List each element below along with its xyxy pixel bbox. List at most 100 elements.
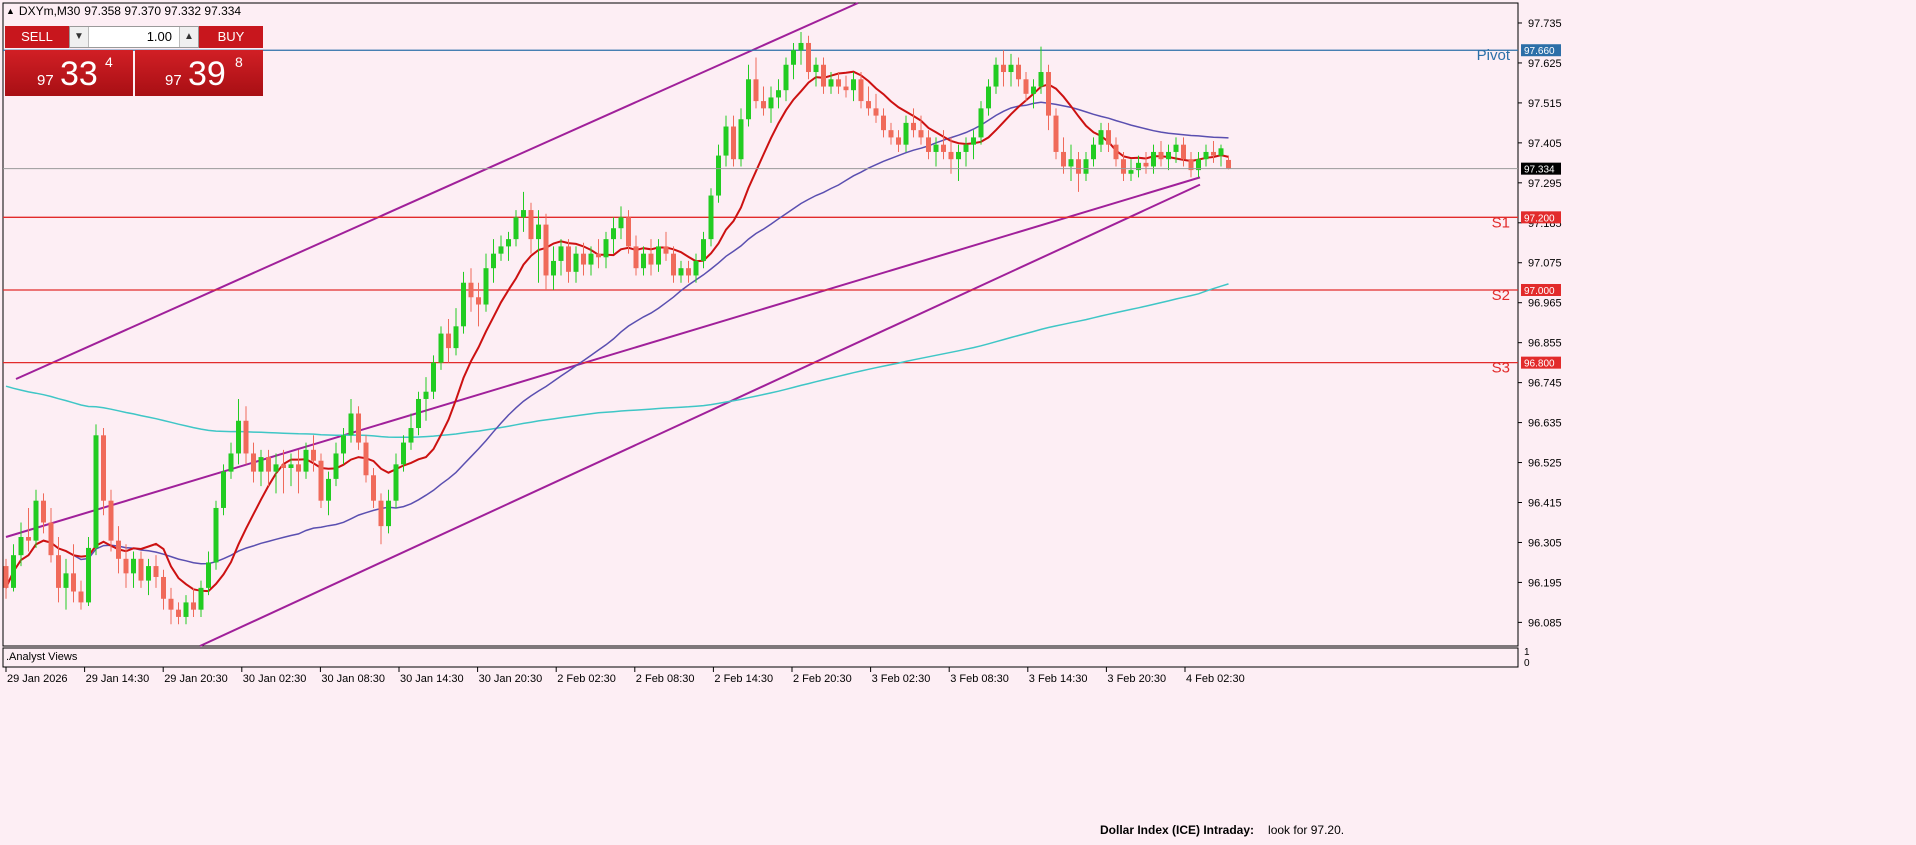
candle-body (1031, 86, 1036, 94)
channel-middle-line (5, 176, 1201, 538)
candle-body (408, 428, 414, 443)
current-price-tag-bg (1521, 162, 1561, 175)
candle-body (761, 101, 766, 109)
x-tick-label: 30 Jan 08:30 (321, 673, 385, 685)
candle-body (1091, 144, 1096, 160)
chevron-up-icon[interactable]: ▲ (179, 27, 198, 47)
buy-button[interactable]: BUY (199, 26, 263, 48)
symbol-ohlc: 97.358 97.370 97.332 97.334 (84, 4, 242, 18)
sell-price-display[interactable]: 97 33 4 (5, 50, 133, 96)
candle-body (251, 453, 256, 472)
level-price-tag: 97.660 (1524, 46, 1555, 57)
candle-body (78, 591, 84, 603)
candle-body (243, 420, 249, 454)
current-price-tag: 97.334 (1524, 165, 1555, 176)
candle-body (618, 217, 624, 229)
x-tick-label: 3 Feb 20:30 (1107, 673, 1166, 685)
candle-body (18, 537, 24, 556)
candle-body (1046, 72, 1051, 116)
sell-button[interactable]: SELL (5, 26, 69, 48)
x-tick-label: 30 Jan 20:30 (479, 673, 543, 685)
candle-body (138, 558, 144, 581)
y-tick-label: 96.085 (1528, 617, 1562, 629)
candle-body (656, 246, 661, 265)
analyst-view-title: Dollar Index (ICE) Intraday: (1100, 823, 1255, 837)
x-tick-label: 3 Feb 14:30 (1029, 673, 1088, 685)
candle-body (108, 500, 114, 541)
level-label-s3: S3 (1492, 360, 1510, 377)
candle-body (851, 79, 856, 91)
candle-body (198, 587, 204, 610)
level-price-tag-bg (1521, 283, 1561, 296)
candle-body (776, 90, 781, 98)
candle-body (296, 464, 301, 472)
candle-body (468, 282, 474, 298)
candle-body (551, 260, 556, 276)
x-tick-label: 29 Jan 14:30 (86, 673, 150, 685)
candle-body (48, 522, 54, 556)
candle-body (63, 573, 69, 588)
candle-body (176, 609, 181, 617)
candle-body (453, 326, 459, 349)
candle-body (573, 253, 579, 272)
collapse-triangle-icon[interactable]: ▲ (6, 6, 15, 16)
candle-body (1016, 64, 1021, 80)
x-tick-label: 2 Feb 14:30 (714, 673, 773, 685)
indicator-scale-top: 1 (1524, 647, 1530, 658)
candle-body (858, 79, 864, 102)
candle-body (933, 144, 939, 152)
sell-price-main: 33 (60, 55, 98, 93)
candle-body (1151, 151, 1156, 167)
candle-body (401, 442, 406, 465)
indicator-pane-name: .Analyst Views (6, 651, 78, 663)
candle-body (956, 151, 961, 160)
candle-body (513, 217, 519, 240)
level-price-tag-bg (1521, 356, 1561, 369)
candle-body (746, 79, 751, 120)
candle-body (611, 228, 616, 240)
candle-body (641, 253, 646, 269)
candle-body (783, 64, 789, 91)
candle-body (828, 79, 834, 87)
candle-body (1211, 151, 1216, 156)
candle-body (498, 246, 504, 254)
lot-size-value[interactable]: 1.00 (146, 29, 172, 44)
lot-size-field[interactable]: ▼ 1.00 ▲ (69, 26, 199, 48)
candle-body (333, 453, 339, 479)
candle-body (963, 144, 969, 152)
candle-body (633, 246, 639, 269)
candle-body (1098, 130, 1104, 145)
candle-body (228, 453, 234, 472)
candle-body (941, 144, 946, 152)
candle-body (393, 464, 399, 501)
candle-body (888, 130, 894, 138)
candle-body (716, 155, 721, 196)
buy-price-display[interactable]: 97 39 8 (135, 50, 263, 96)
candle-body (528, 210, 534, 240)
candle-body (423, 391, 429, 399)
x-tick-label: 3 Feb 08:30 (950, 673, 1009, 685)
level-price-tag-bg (1521, 211, 1561, 224)
x-tick-label: 29 Jan 2026 (7, 673, 68, 685)
level-price-tag-bg (1521, 44, 1561, 57)
candle-body (701, 239, 706, 261)
y-tick-label: 96.415 (1528, 498, 1562, 510)
candle-body (1173, 144, 1179, 152)
candle-body (386, 500, 391, 527)
candle-body (56, 555, 61, 588)
candle-body (461, 282, 466, 327)
chevron-down-icon[interactable]: ▼ (70, 27, 89, 47)
y-tick-label: 97.735 (1528, 18, 1562, 30)
level-price-tag: 96.800 (1524, 359, 1555, 370)
candle-body (558, 246, 564, 261)
candle-body (1053, 115, 1059, 152)
candle-body (1218, 148, 1224, 156)
candle-body (1076, 159, 1081, 174)
y-tick-label: 96.195 (1528, 577, 1562, 589)
candle-body (491, 253, 496, 269)
candle-body (896, 137, 901, 145)
candle-body (566, 246, 571, 272)
level-price-tag: 97.000 (1524, 286, 1555, 297)
